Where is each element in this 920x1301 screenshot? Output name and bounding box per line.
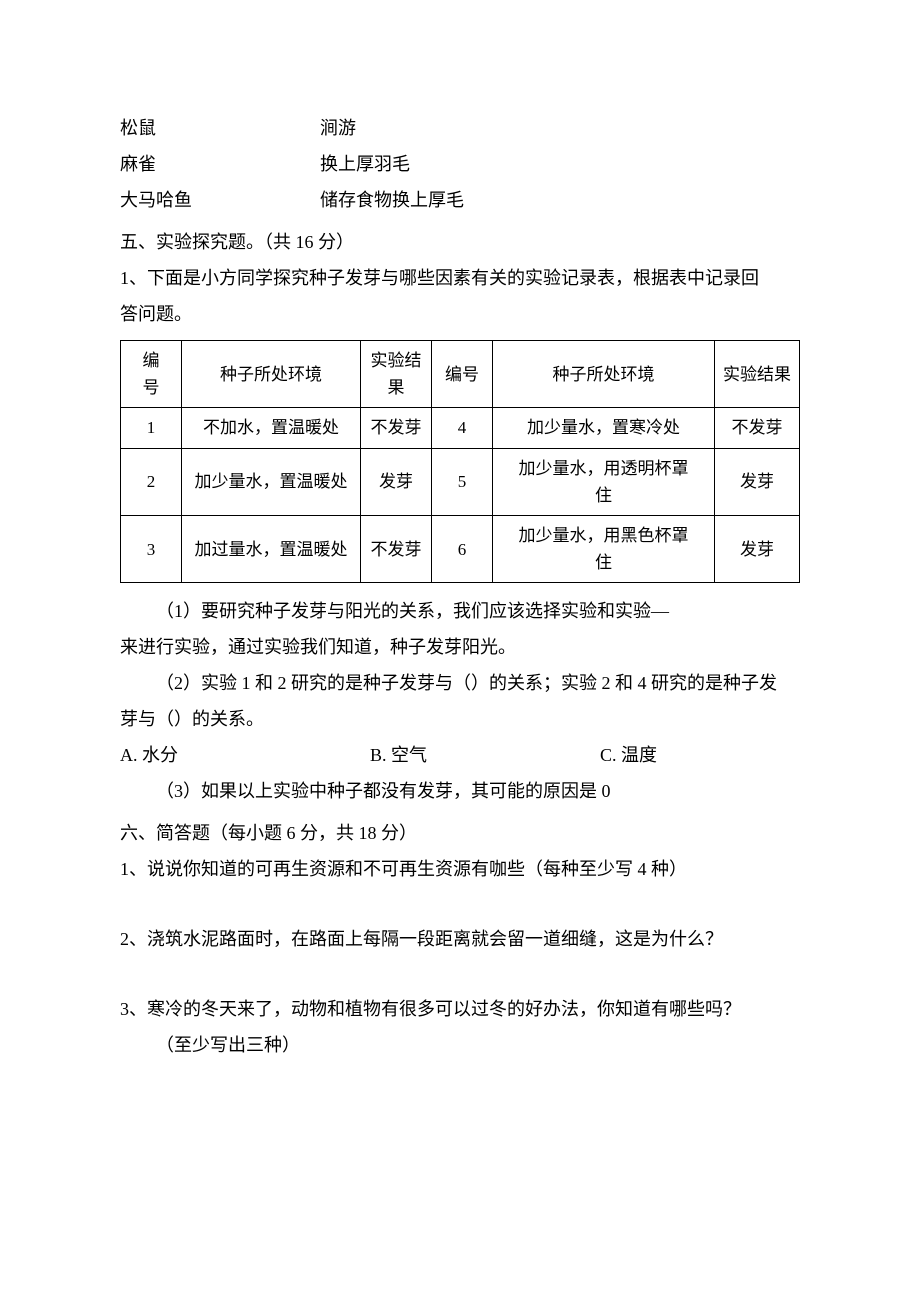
table-body: 1不加水，置温暖处不发芽4加少量水，置寒冷处不发芽2加少量水，置温暖处发芽5加少… <box>121 408 800 583</box>
table-row: 3加过量水，置温暖处不发芽6加少量水，用黑色杯罩 住发芽 <box>121 515 800 582</box>
section6-q3-line2: （至少写出三种） <box>120 1027 800 1063</box>
table-cell: 发芽 <box>715 515 800 582</box>
th-num2: 编号 <box>432 341 493 408</box>
match-row: 松鼠 涧游 <box>120 110 800 146</box>
option-c: C. 温度 <box>600 737 800 773</box>
section6-q3-line1: 3、寒冷的冬天来了，动物和植物有很多可以过冬的好办法，你知道有哪些吗？ <box>120 991 800 1027</box>
section5-q1-intro-line2: 答问题。 <box>120 296 800 332</box>
table-row: 2加少量水，置温暖处发芽5加少量水，用透明杯罩 住发芽 <box>121 448 800 515</box>
table-cell: 4 <box>432 408 493 448</box>
th-env2: 种子所处环境 <box>493 341 715 408</box>
match-right: 储存食物换上厚毛 <box>320 182 800 218</box>
section5-q1-sub2-line1: （2）实验 1 和 2 研究的是种子发芽与（）的关系；实验 2 和 4 研究的是… <box>120 665 800 701</box>
table-cell: 不发芽 <box>361 515 432 582</box>
section6-q2: 2、浇筑水泥路面时，在路面上每隔一段距离就会留一道细缝，这是为什么？ <box>120 921 800 957</box>
table-cell: 发芽 <box>361 448 432 515</box>
table-cell: 加少量水，置温暖处 <box>182 448 361 515</box>
table-cell: 加少量水，用透明杯罩 住 <box>493 448 715 515</box>
table-cell: 加少量水，置寒冷处 <box>493 408 715 448</box>
option-b: B. 空气 <box>370 737 600 773</box>
table-cell: 3 <box>121 515 182 582</box>
section5-q1-sub2-line2: 芽与（）的关系。 <box>120 701 800 737</box>
th-res2: 实验结果 <box>715 341 800 408</box>
table-cell: 加过量水，置温暖处 <box>182 515 361 582</box>
section5-q1-sub1-line2: 来进行实验，通过实验我们知道，种子发芽阳光。 <box>120 629 800 665</box>
match-left: 大马哈鱼 <box>120 182 320 218</box>
section5-q1-intro-line1: 1、下面是小方同学探究种子发芽与哪些因素有关的实验记录表，根据表中记录回 <box>120 260 800 296</box>
table-cell: 发芽 <box>715 448 800 515</box>
answer-gap <box>120 957 800 991</box>
section6-q1: 1、说说你知道的可再生资源和不可再生资源有咖些（每种至少写 4 种） <box>120 851 800 887</box>
section5-heading: 五、实验探究题。（共 16 分） <box>120 224 800 260</box>
table-row: 1不加水，置温暖处不发芽4加少量水，置寒冷处不发芽 <box>121 408 800 448</box>
match-row: 大马哈鱼 储存食物换上厚毛 <box>120 182 800 218</box>
match-row: 麻雀 换上厚羽毛 <box>120 146 800 182</box>
th-env1: 种子所处环境 <box>182 341 361 408</box>
table-cell: 1 <box>121 408 182 448</box>
section5-q1-sub3: （3）如果以上实验中种子都没有发芽，其可能的原因是 0 <box>120 773 800 809</box>
match-right: 换上厚羽毛 <box>320 146 800 182</box>
section6-heading: 六、简答题（每小题 6 分，共 18 分） <box>120 815 800 851</box>
match-right: 涧游 <box>320 110 800 146</box>
option-a: A. 水分 <box>120 737 370 773</box>
experiment-table: 编 号 种子所处环境 实验结 果 编号 种子所处环境 实验结果 1不加水，置温暖… <box>120 340 800 583</box>
table-cell: 5 <box>432 448 493 515</box>
table-cell: 2 <box>121 448 182 515</box>
section5-options: A. 水分 B. 空气 C. 温度 <box>120 737 800 773</box>
section5-q1-sub1-line1: （1）要研究种子发芽与阳光的关系，我们应该选择实验和实验— <box>120 593 800 629</box>
answer-gap <box>120 887 800 921</box>
table-header-row: 编 号 种子所处环境 实验结 果 编号 种子所处环境 实验结果 <box>121 341 800 408</box>
match-left: 松鼠 <box>120 110 320 146</box>
match-left: 麻雀 <box>120 146 320 182</box>
th-res1: 实验结 果 <box>361 341 432 408</box>
table-cell: 不发芽 <box>361 408 432 448</box>
th-num1: 编 号 <box>121 341 182 408</box>
table-cell: 不发芽 <box>715 408 800 448</box>
table-cell: 加少量水，用黑色杯罩 住 <box>493 515 715 582</box>
table-cell: 不加水，置温暖处 <box>182 408 361 448</box>
table-cell: 6 <box>432 515 493 582</box>
